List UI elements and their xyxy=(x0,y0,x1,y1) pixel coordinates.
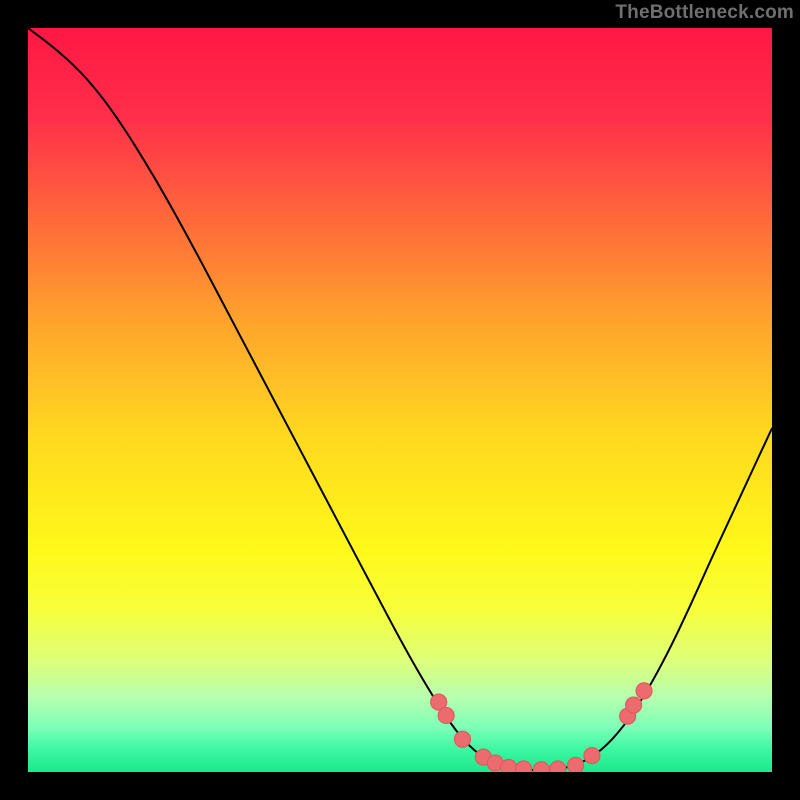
curve-marker xyxy=(501,760,517,772)
curve-marker xyxy=(568,757,584,772)
curve-marker xyxy=(626,697,642,713)
curve-marker xyxy=(550,761,566,772)
curve-marker xyxy=(438,707,454,723)
curve-marker xyxy=(636,683,652,699)
curve-marker xyxy=(516,761,532,772)
curve-marker xyxy=(533,762,549,772)
chart-frame: TheBottleneck.com xyxy=(0,0,800,800)
curve-marker xyxy=(454,731,470,747)
plot-background xyxy=(28,28,772,772)
bottleneck-curve-plot xyxy=(28,28,772,772)
curve-marker xyxy=(584,748,600,764)
watermark-text: TheBottleneck.com xyxy=(615,2,794,24)
